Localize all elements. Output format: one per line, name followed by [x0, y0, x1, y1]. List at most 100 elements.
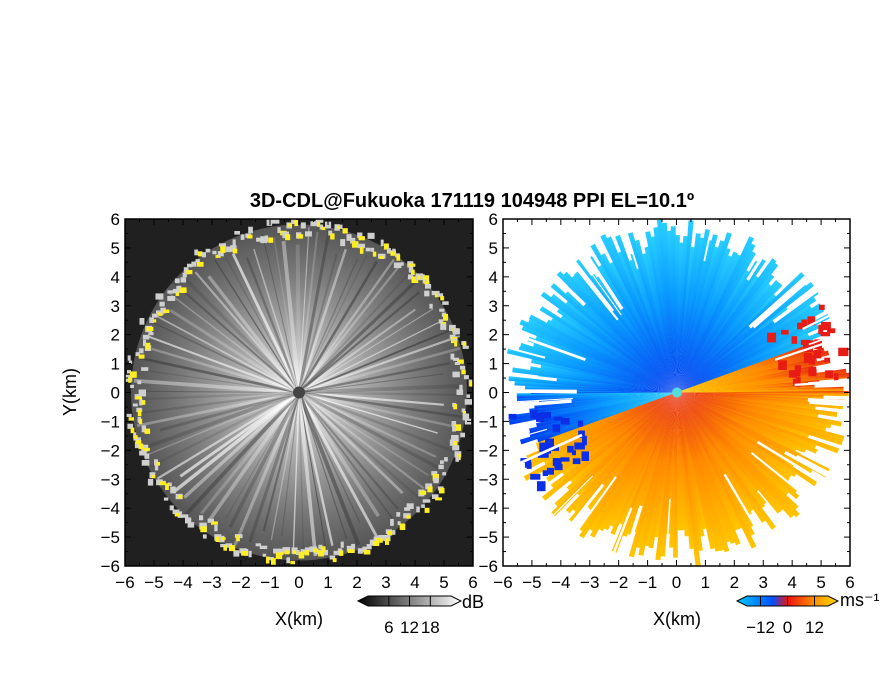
velocity-fringe-cell — [808, 355, 816, 365]
reflectivity-streak — [179, 391, 300, 478]
velocity-inbound-sector — [538, 392, 677, 405]
velocity-fringe-cell — [820, 332, 831, 337]
velocity-fringe-cell — [767, 332, 777, 343]
velocity-inbound-sector — [676, 323, 820, 393]
velocity-inbound-sector — [590, 243, 677, 393]
edge-echo-yellow — [158, 312, 163, 316]
velocity-outbound-sector — [676, 392, 703, 551]
velocity-outbound-sector — [676, 392, 807, 453]
reflectivity-streak — [297, 391, 361, 546]
reflectivity-streak — [298, 335, 461, 394]
radar-site-marker — [293, 386, 305, 399]
edge-echo-cell — [141, 460, 150, 466]
velocity-outbound-sector — [676, 347, 825, 393]
reflectivity-streak — [261, 233, 300, 393]
velocity-gap — [772, 282, 827, 324]
edge-echo-yellow — [424, 507, 430, 513]
edge-echo-cell — [310, 221, 319, 227]
reflectivity-streak — [298, 391, 441, 470]
edge-echo-yellow — [320, 546, 326, 553]
edge-echo-cell — [407, 274, 413, 280]
edge-echo-yellow — [417, 275, 421, 280]
edge-echo-yellow — [424, 280, 430, 285]
edge-echo-yellow — [411, 276, 419, 283]
x-tick-label: −1 — [260, 573, 279, 592]
x-tick-label: −5 — [522, 573, 541, 592]
velocity-fringe-cell — [827, 328, 836, 334]
edge-echo-cell — [225, 246, 232, 253]
edge-echo-yellow — [359, 247, 364, 254]
edge-echo-yellow — [375, 537, 379, 543]
y-tick-label: −6 — [101, 557, 120, 576]
reflectivity-streak — [298, 328, 454, 394]
velocity-outbound-sector — [676, 392, 795, 468]
edge-echo-cell — [315, 219, 324, 223]
velocity-fringe-cell — [571, 450, 576, 456]
reflectivity-streak — [153, 313, 300, 394]
reflectivity-streak — [233, 391, 301, 546]
velocity-inbound-sector — [528, 314, 677, 393]
edge-echo-yellow — [379, 538, 383, 543]
reflectivity-streak — [298, 391, 459, 429]
velocity-fringe-cell — [530, 410, 538, 419]
x-tick-label: 5 — [439, 573, 448, 592]
velocity-gap — [750, 451, 821, 509]
edge-echo-yellow — [332, 558, 337, 563]
edge-echo-cell — [452, 371, 460, 378]
velocity-inbound-sector — [676, 317, 815, 393]
velocity-outbound-sector — [676, 392, 766, 509]
edge-echo-cell — [232, 239, 236, 247]
reflectivity-xlabel: X(km) — [275, 609, 323, 629]
y-tick-label: 0 — [111, 384, 120, 403]
edge-echo-cell — [185, 517, 192, 524]
velocity-fringe-cell — [574, 442, 585, 450]
velocity-outbound-sector — [526, 392, 677, 470]
velocity-outbound-sector — [588, 392, 677, 511]
edge-echo-cell — [396, 512, 401, 517]
reflectivity-streak — [147, 319, 300, 394]
velocity-fringe-cell — [821, 321, 831, 331]
velocity-fringe-cell — [508, 413, 517, 420]
edge-echo-cell — [378, 535, 386, 541]
x-tick-label: 1 — [323, 573, 332, 592]
velocity-gap — [795, 454, 841, 481]
velocity-outbound-sector — [676, 369, 815, 393]
reflectivity-streak — [298, 255, 368, 393]
velocity-fringe-cell — [581, 451, 589, 461]
edge-echo-cell — [207, 518, 214, 523]
velocity-gap — [620, 505, 643, 566]
velocity-inbound-sector — [676, 313, 830, 393]
velocity-inbound-sector — [676, 251, 738, 393]
edge-echo-cell — [217, 251, 224, 257]
edge-echo-cell — [169, 505, 174, 511]
edge-echo-cell — [167, 296, 176, 301]
velocity-fringe-cell — [554, 463, 563, 471]
velocity-fringe-cell — [552, 424, 561, 433]
edge-echo-yellow — [138, 443, 144, 450]
velocity-outbound-sector — [566, 392, 677, 491]
edge-echo-cell — [425, 284, 432, 289]
edge-echo-cell — [440, 460, 444, 464]
reflectivity-streak — [281, 240, 301, 393]
velocity-fringe-cell — [567, 445, 574, 453]
velocity-fringe-cell — [819, 304, 825, 310]
velocity-inbound-sector — [527, 318, 677, 393]
edge-echo-cell — [454, 362, 460, 365]
reflectivity-streak — [297, 391, 404, 495]
x-tick-label: −6 — [493, 573, 512, 592]
edge-echo-yellow — [211, 521, 218, 525]
x-tick-label: 0 — [672, 573, 681, 592]
reflectivity-radial-streaks — [132, 223, 464, 561]
velocity-inbound-sector — [536, 392, 677, 428]
velocity-inbound-sector — [516, 392, 677, 399]
x-tick-label: 1 — [701, 573, 710, 592]
velocity-outbound-sector — [676, 392, 780, 515]
edge-echo-cell — [392, 248, 396, 252]
velocity-inbound-sector — [666, 230, 677, 393]
y-tick-label: 5 — [489, 239, 498, 258]
velocity-fringe-cell — [791, 336, 798, 344]
reflectivity-streak — [137, 356, 300, 394]
y-tick-label: −1 — [479, 412, 498, 431]
velocity-outbound-sector — [676, 392, 757, 549]
